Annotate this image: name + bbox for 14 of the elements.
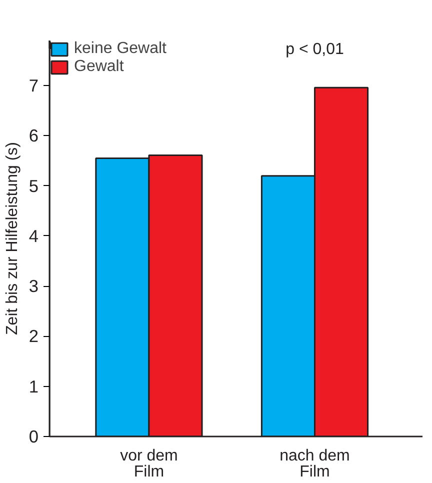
y-axis-title: Zeit bis zur Hilfeleistung (s) xyxy=(4,142,21,335)
y-tick-label: 6 xyxy=(28,126,39,146)
legend-label: Gewalt xyxy=(74,58,124,76)
y-tick-label: 0 xyxy=(28,426,39,446)
y-tick-label: 1 xyxy=(28,376,39,396)
y-tick-label: 5 xyxy=(28,176,39,196)
annotation: p < 0,01 xyxy=(286,41,344,58)
y-tick-label: 7 xyxy=(28,76,39,96)
legend-label: keine Gewalt xyxy=(74,40,166,58)
y-tick-label: 4 xyxy=(28,226,39,246)
x-tick-label: nach dem Film xyxy=(280,448,350,481)
y-tick-label: 2 xyxy=(28,326,39,346)
y-tick-label: 3 xyxy=(28,276,39,296)
x-tick-label: vor dem Film xyxy=(120,448,178,481)
